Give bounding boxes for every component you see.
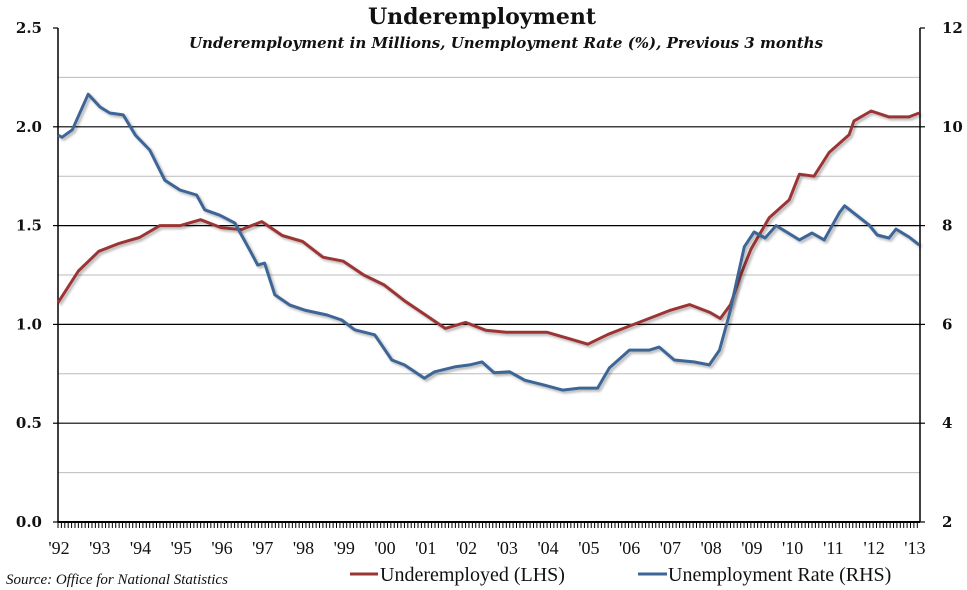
right-axis-tick-label: 8 [942, 217, 952, 235]
series-lines [56, 92, 921, 392]
left-axis-tick-label: 2.0 [16, 118, 42, 136]
left-axis-tick-label: 2.5 [16, 19, 42, 37]
right-axis-tick-label: 2 [942, 513, 952, 531]
unemployment-rate-line [57, 92, 921, 392]
x-axis-tick-label: '11 [823, 538, 844, 558]
left-axis-tick-label: 1.5 [16, 217, 42, 235]
x-axis-tick-label: '97 [252, 538, 273, 558]
x-axis-tick-label: '09 [741, 538, 762, 558]
x-axis-tick-label: '08 [700, 538, 721, 558]
left-axis-tick-label: 0.0 [16, 513, 42, 531]
x-axis-tick-label: '12 [864, 538, 885, 558]
gridlines [58, 76, 920, 474]
x-axis-tick-label: '96 [211, 538, 232, 558]
underemployed-line [56, 109, 920, 346]
x-axis-tick-label: '06 [619, 538, 640, 558]
x-axis-tick-label: '98 [293, 538, 314, 558]
unemployment-rate-points [57, 94, 920, 391]
x-axis-tick-label: '01 [415, 538, 436, 558]
x-axis-tick-label: '03 [497, 538, 518, 558]
underemployed-points [57, 110, 920, 345]
right-axis-tick-label: 12 [942, 19, 963, 37]
source-note: Source: Office for National Statistics [6, 572, 228, 588]
x-axis-tick-label: '94 [130, 538, 151, 558]
x-axis-tick-label: '99 [334, 538, 355, 558]
x-axis-tick-label: '02 [456, 538, 477, 558]
x-axis-tick-label: '10 [782, 538, 803, 558]
right-axis-tick-label: 6 [942, 315, 952, 333]
x-axis-tick-label: '93 [89, 538, 110, 558]
x-axis-tick-label: '92 [48, 538, 69, 558]
x-axis-tick-label: '05 [578, 538, 599, 558]
axes: 0.0 0.5 1.0 1.5 2.0 2.5 2 4 6 8 10 12 '92 '93 '94 '95 '9… [16, 19, 963, 558]
x-axis-tick-label: '00 [374, 538, 395, 558]
right-axis-tick-label: 4 [942, 414, 952, 432]
right-axis-tick-label: 10 [942, 118, 963, 136]
legend-label-underemployed: Underemployed (LHS) [380, 564, 565, 586]
left-axis-tick-label: 1.0 [16, 315, 42, 333]
x-axis-tick-label: '13 [904, 538, 925, 558]
legend-label-unemployment-rate: Unemployment Rate (RHS) [668, 564, 891, 586]
chart-title: Underemployment [368, 4, 597, 30]
x-axis-tick-label: '07 [660, 538, 681, 558]
left-axis-tick-label: 0.5 [16, 414, 42, 432]
x-axis-tick-label: '04 [537, 538, 558, 558]
chart-subtitle: Underemployment in Millions, Unemploymen… [189, 34, 824, 52]
x-axis-tick-label: '95 [171, 538, 192, 558]
legend: Underemployed (LHS) Unemployment Rate (R… [350, 564, 891, 586]
